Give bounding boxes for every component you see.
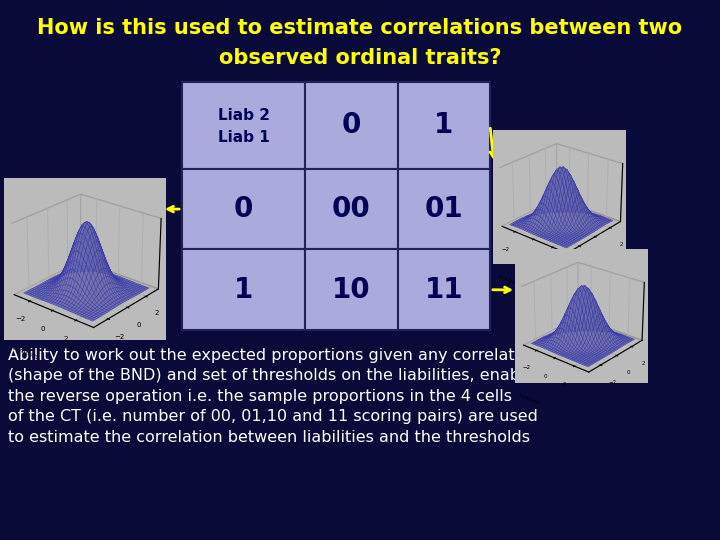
X-axis label: z-values: z-values — [11, 345, 40, 361]
Text: 0: 0 — [342, 111, 361, 139]
Text: 00: 00 — [332, 195, 371, 223]
Bar — [182, 82, 305, 169]
Text: 1: 1 — [234, 276, 253, 303]
Text: observed ordinal traits?: observed ordinal traits? — [219, 48, 501, 68]
Bar — [397, 249, 490, 330]
Text: 1: 1 — [434, 111, 454, 139]
X-axis label: z-values: z-values — [496, 273, 519, 286]
Text: 10: 10 — [332, 276, 371, 303]
Text: 01: 01 — [425, 195, 463, 223]
Text: Liab 1: Liab 1 — [217, 130, 269, 145]
Bar — [305, 82, 397, 169]
Text: 0: 0 — [234, 195, 253, 223]
Text: Liab 2: Liab 2 — [217, 108, 269, 123]
Text: Ability to work out the expected proportions given any correlation
(shape of the: Ability to work out the expected proport… — [8, 348, 543, 444]
Text: How is this used to estimate correlations between two: How is this used to estimate correlation… — [37, 18, 683, 38]
Bar — [305, 249, 397, 330]
X-axis label: z-values: z-values — [518, 392, 541, 405]
Bar — [397, 169, 490, 249]
Text: 11: 11 — [425, 276, 463, 303]
Bar — [182, 169, 305, 249]
Bar — [305, 169, 397, 249]
Bar — [397, 82, 490, 169]
Bar — [182, 249, 305, 330]
